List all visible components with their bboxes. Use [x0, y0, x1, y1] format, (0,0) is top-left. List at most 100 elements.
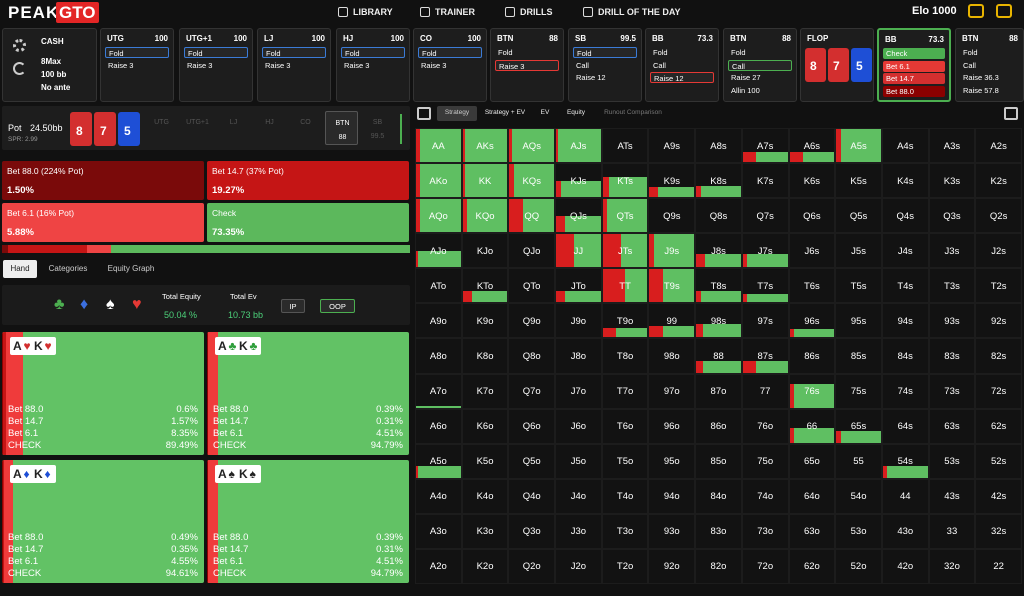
hand-cell[interactable]: KK: [461, 163, 509, 199]
hand-cell[interactable]: K6o: [461, 408, 509, 444]
action-option[interactable]: Fold: [960, 47, 1019, 58]
hand-cell[interactable]: A2s: [975, 128, 1022, 164]
hand-cell[interactable]: 86o: [695, 408, 742, 444]
hand-cell[interactable]: K5s: [835, 163, 882, 199]
hand-cell[interactable]: A3s: [928, 128, 976, 164]
hand-cell[interactable]: 72s: [975, 373, 1022, 409]
action-option[interactable]: Bet 88.0: [883, 85, 945, 97]
seat[interactable]: BTN 88: [325, 111, 358, 145]
hand-cell[interactable]: 95o: [648, 443, 696, 479]
hand-cell[interactable]: 55: [835, 443, 882, 479]
hand-cell[interactable]: 88: [695, 338, 742, 374]
hand-cell[interactable]: Q8o: [508, 338, 556, 374]
hand-cell[interactable]: QTo: [508, 268, 556, 304]
hand-cell[interactable]: Q8s: [695, 198, 742, 234]
hand-cell[interactable]: 82o: [695, 548, 742, 584]
hand-cell[interactable]: QQ: [508, 198, 556, 234]
action-option[interactable]: Raise 3: [418, 60, 482, 71]
grid-tab[interactable]: Equity: [560, 106, 592, 121]
hand-cell[interactable]: A9s: [648, 128, 696, 164]
hand-cell[interactable]: J4o: [555, 478, 602, 514]
grid-tab[interactable]: Runout Comparison: [597, 106, 669, 121]
hand-cell[interactable]: K2s: [975, 163, 1022, 199]
action-summary[interactable]: Bet 88.0 (224% Pot) 1.50%: [2, 161, 204, 200]
action-card[interactable]: BTN 88 Fold Call Raise 27 Allin 100: [723, 28, 797, 102]
action-option[interactable]: Raise 12: [650, 72, 714, 83]
hand-cell[interactable]: 92s: [975, 303, 1022, 339]
nav-item[interactable]: DRILL OF THE DAY: [598, 7, 681, 17]
hand-cell[interactable]: J5o: [555, 443, 602, 479]
hand-cell[interactable]: TT: [601, 268, 649, 304]
hand-cell[interactable]: KQo: [461, 198, 509, 234]
hand-cell[interactable]: 82s: [975, 338, 1022, 374]
action-option[interactable]: Raise 3: [341, 60, 405, 71]
hand-cell[interactable]: KTo: [461, 268, 509, 304]
action-option[interactable]: Fold: [184, 47, 248, 58]
action-option[interactable]: Raise 3: [495, 59, 559, 71]
hand-cell[interactable]: AQs: [508, 128, 556, 164]
hand-cell[interactable]: 85o: [695, 443, 742, 479]
player-toggle[interactable]: IP: [281, 299, 305, 313]
action-option[interactable]: Raise 3: [184, 60, 248, 71]
action-option[interactable]: Call: [960, 60, 1019, 71]
hand-cell[interactable]: J2s: [975, 233, 1022, 269]
hand-cell[interactable]: Q2o: [508, 548, 556, 584]
hand-cell[interactable]: 52s: [975, 443, 1022, 479]
hand-cell[interactable]: T3s: [928, 268, 976, 304]
hand-cell[interactable]: 63s: [928, 408, 976, 444]
seat[interactable]: UTG: [145, 111, 178, 145]
hand-cell[interactable]: AA: [415, 128, 462, 164]
hand-cell[interactable]: Q9s: [648, 198, 696, 234]
hand-cell[interactable]: QJo: [508, 233, 556, 269]
seat[interactable]: SB 99.5: [361, 111, 394, 145]
hand-cell[interactable]: Q9o: [508, 303, 556, 339]
hand-cell[interactable]: 66: [788, 408, 836, 444]
hand-cell[interactable]: 65s: [835, 408, 882, 444]
hand-cell[interactable]: 98s: [695, 303, 742, 339]
player-toggle[interactable]: OOP: [320, 299, 355, 313]
nav-item[interactable]: LIBRARY: [353, 7, 393, 17]
hand-cell[interactable]: K4s: [881, 163, 929, 199]
hand-cell[interactable]: K8o: [461, 338, 509, 374]
hand-cell[interactable]: 44: [881, 478, 929, 514]
hand-cell[interactable]: Q3s: [928, 198, 976, 234]
hand-cell[interactable]: J6o: [555, 408, 602, 444]
hand-cell[interactable]: 93s: [928, 303, 976, 339]
hand-cell[interactable]: T8s: [695, 268, 742, 304]
hand-cell[interactable]: 93o: [648, 513, 696, 549]
action-option[interactable]: Raise 12: [573, 72, 637, 83]
action-option[interactable]: Bet 6.1: [883, 60, 945, 72]
action-option[interactable]: Fold: [728, 47, 792, 58]
hand-cell[interactable]: AJs: [555, 128, 602, 164]
hand-cell[interactable]: Q5o: [508, 443, 556, 479]
hand-cell[interactable]: 76s: [788, 373, 836, 409]
hand-cell[interactable]: J9s: [648, 233, 696, 269]
hand-cell[interactable]: 87o: [695, 373, 742, 409]
hand-cell[interactable]: 96s: [788, 303, 836, 339]
hand-cell[interactable]: T6o: [601, 408, 649, 444]
hand-cell[interactable]: Q4s: [881, 198, 929, 234]
hand-cell[interactable]: A4o: [415, 478, 462, 514]
hand-cell[interactable]: 95s: [835, 303, 882, 339]
hand-cell[interactable]: 62s: [975, 408, 1022, 444]
hand-cell[interactable]: 64o: [788, 478, 836, 514]
nav-item[interactable]: DRILLS: [520, 7, 553, 17]
hand-cell[interactable]: 94s: [881, 303, 929, 339]
hand-cell[interactable]: 32o: [928, 548, 976, 584]
hand-cell[interactable]: AJo: [415, 233, 462, 269]
tab[interactable]: Hand: [3, 260, 37, 278]
suit-filter[interactable]: ♥: [132, 296, 142, 313]
hand-cell[interactable]: 65o: [788, 443, 836, 479]
hand-cell[interactable]: T2s: [975, 268, 1022, 304]
action-card[interactable]: FLOP 8 7 5: [800, 28, 874, 102]
hand-cell[interactable]: 74o: [741, 478, 789, 514]
tab[interactable]: Categories: [42, 260, 94, 278]
hand-cell[interactable]: Q3o: [508, 513, 556, 549]
hand-cell[interactable]: 94o: [648, 478, 696, 514]
hand-cell[interactable]: K9s: [648, 163, 696, 199]
action-card[interactable]: UTG 100 Fold Raise 3: [100, 28, 174, 102]
hand-cell[interactable]: JTo: [555, 268, 602, 304]
hand-cell[interactable]: 74s: [881, 373, 929, 409]
hand-cell[interactable]: 22: [975, 548, 1022, 584]
hand-cell[interactable]: 83o: [695, 513, 742, 549]
